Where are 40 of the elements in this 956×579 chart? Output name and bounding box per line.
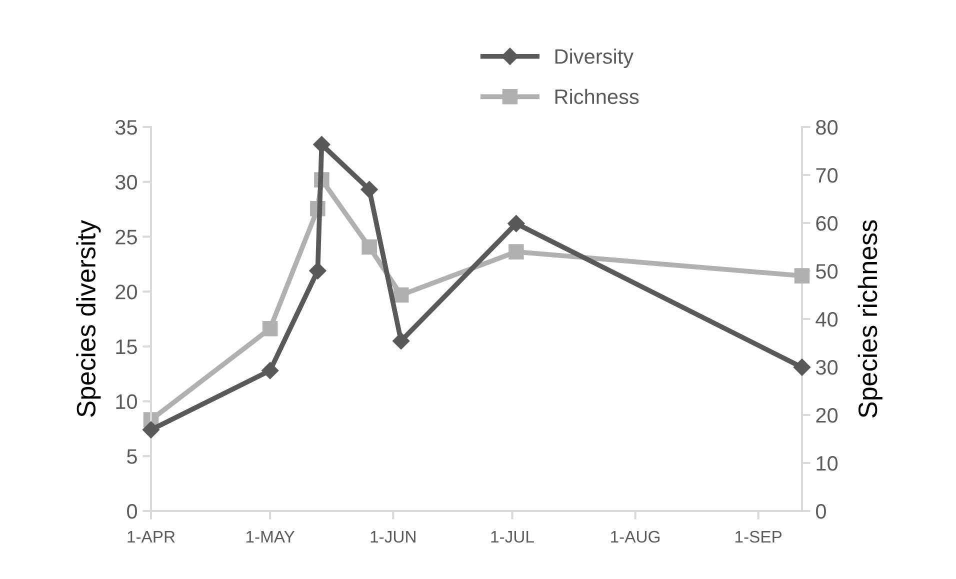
point bbox=[508, 214, 525, 232]
y2-tick-label: 70 bbox=[816, 168, 838, 183]
point bbox=[313, 136, 330, 154]
point bbox=[360, 180, 378, 198]
y2-tick-label: 20 bbox=[816, 408, 838, 423]
y2-tick-label: 40 bbox=[816, 312, 838, 327]
y-tick-label: 30 bbox=[115, 174, 137, 190]
y2-tick-label: 30 bbox=[816, 360, 838, 375]
point bbox=[794, 268, 810, 284]
point bbox=[393, 287, 409, 303]
y2-tick-label: 10 bbox=[816, 456, 838, 471]
legend-label: Richness bbox=[555, 88, 639, 104]
y-tick-label: 20 bbox=[116, 284, 137, 300]
point bbox=[793, 358, 811, 376]
point bbox=[262, 362, 279, 380]
y-tick-label: 10 bbox=[116, 394, 137, 410]
y2-tick-label: 60 bbox=[816, 216, 838, 231]
y-tick-label: 35 bbox=[115, 120, 137, 135]
x-tick-label: 1-JUN bbox=[370, 531, 416, 543]
y-tick-label: 0 bbox=[127, 504, 137, 519]
point bbox=[262, 320, 278, 336]
y-axis-title: Species diversity bbox=[76, 220, 101, 417]
y-tick-label: 15 bbox=[116, 340, 137, 354]
y2-tick-label: 0 bbox=[816, 504, 826, 519]
y-tick-label: 25 bbox=[116, 230, 137, 244]
y-tick-label: 5 bbox=[127, 449, 137, 464]
y2-axis-title: Species richness bbox=[858, 220, 882, 418]
point bbox=[392, 332, 410, 350]
point bbox=[508, 244, 524, 260]
y2-tick-label: 50 bbox=[816, 264, 838, 279]
y2-tick-label: 80 bbox=[816, 120, 838, 135]
legend-label: Diversity bbox=[555, 48, 634, 68]
point bbox=[309, 262, 326, 280]
x-tick-label: 1-APR bbox=[128, 531, 175, 543]
x-tick-label: 1-MAY bbox=[246, 531, 295, 543]
x-tick-label: 1-JUL bbox=[491, 531, 534, 543]
point bbox=[142, 421, 160, 438]
x-tick-label: 1-AUG bbox=[611, 530, 660, 543]
x-tick-label: 1-SEP bbox=[736, 530, 782, 543]
point bbox=[362, 239, 377, 255]
